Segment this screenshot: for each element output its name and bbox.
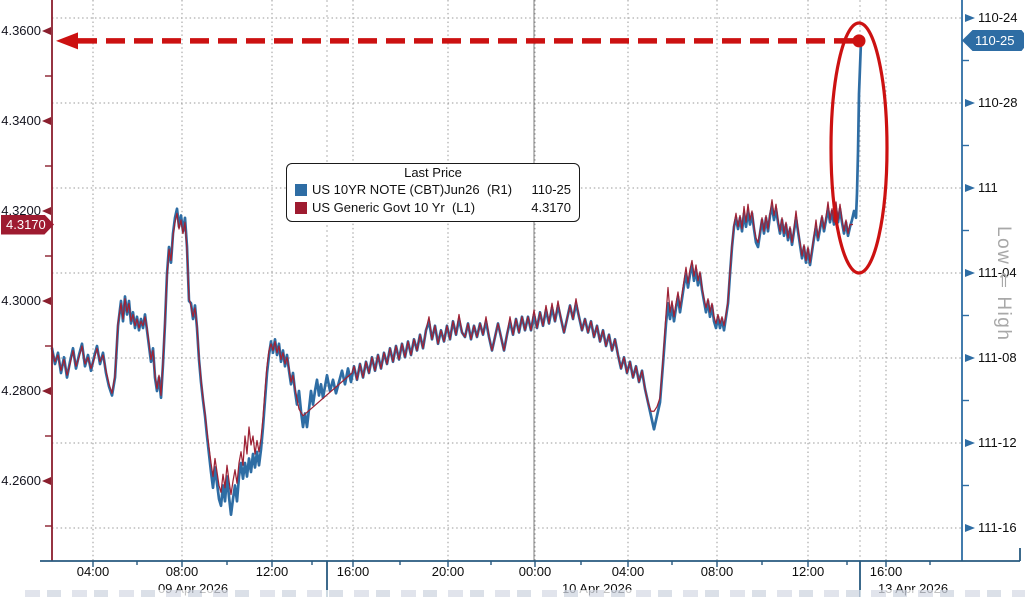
left-tick-arrow-icon — [42, 387, 51, 395]
right-axis-tick-label: 111-08 — [978, 350, 1017, 365]
legend-row-futures: US 10YR NOTE (CBT)Jun26 (R1) 110-25 — [295, 181, 571, 199]
legend-label: US Generic Govt 10 Yr (L1) — [312, 200, 476, 215]
x-axis-time-label: 12:00 — [791, 564, 825, 579]
legend-row-yield: US Generic Govt 10 Yr (L1) 4.3170 — [295, 199, 571, 217]
left-tick-arrow-icon — [42, 207, 51, 215]
x-axis-time-label: 08:00 — [700, 564, 734, 579]
endpoint-dot — [852, 34, 866, 48]
right-axis-tick-label: 110-24 — [978, 10, 1018, 25]
left-tick-arrow-icon — [42, 297, 51, 305]
legend-label: US 10YR NOTE (CBT)Jun26 (R1) — [312, 182, 513, 197]
x-axis-time-label: 08:00 — [165, 564, 199, 579]
x-axis-time-label: 12:00 — [255, 564, 289, 579]
chart-legend: Last Price US 10YR NOTE (CBT)Jun26 (R1) … — [286, 163, 580, 222]
left-tick-arrow-icon — [42, 477, 51, 485]
right-tick-arrow-icon — [965, 524, 975, 532]
futures-price-line — [50, 39, 863, 517]
legend-value: 110-25 — [531, 182, 571, 197]
left-axis-tick-label: 4.3000 — [1, 293, 41, 308]
clipped-lower-panel — [25, 590, 1025, 597]
left-tick-arrow-icon — [42, 117, 51, 125]
price-axis-direction-label: Low ⇐ High — [993, 226, 1014, 342]
x-axis-time-label: 04:00 — [611, 564, 645, 579]
right-tick-arrow-icon — [965, 99, 975, 107]
highlight-ellipse — [829, 21, 889, 275]
right-axis-tick-label: 111 — [978, 180, 998, 195]
x-axis-time-label: 00:00 — [518, 564, 552, 579]
x-axis-time-label: 16:00 — [869, 564, 903, 579]
x-axis-time-label: 16:00 — [336, 564, 370, 579]
left-axis-tick-label: 4.3400 — [1, 113, 41, 128]
left-axis-tick-label: 4.2600 — [1, 473, 41, 488]
last-price-badge: 110-25 — [962, 30, 1024, 51]
left-axis-tick-label: 4.3600 — [1, 23, 41, 38]
last-yield-badge: 4.3170 — [1, 214, 54, 235]
x-axis-time-label: 20:00 — [431, 564, 465, 579]
right-axis-tick-label: 111-04 — [978, 265, 1017, 280]
right-tick-arrow-icon — [965, 439, 975, 447]
cash-yield-line — [51, 199, 853, 496]
x-axis-time-label: 04:00 — [76, 564, 110, 579]
right-tick-arrow-icon — [965, 269, 975, 277]
legend-value: 4.3170 — [531, 200, 571, 215]
red-swatch-icon — [295, 202, 307, 214]
legend-title: Last Price — [404, 165, 462, 180]
left-tick-arrow-icon — [42, 27, 51, 35]
right-axis-tick-label: 111-16 — [978, 520, 1017, 535]
right-axis-tick-label: 110-28 — [978, 95, 1018, 110]
right-tick-arrow-icon — [965, 14, 975, 22]
left-axis-tick-label: 4.3200 — [1, 203, 41, 218]
arrowhead-icon — [56, 32, 78, 50]
right-tick-arrow-icon — [965, 184, 975, 192]
right-axis-tick-label: 111-12 — [978, 435, 1017, 450]
right-tick-arrow-icon — [965, 354, 975, 362]
left-axis-tick-label: 4.2800 — [1, 383, 41, 398]
blue-swatch-icon — [295, 184, 307, 196]
